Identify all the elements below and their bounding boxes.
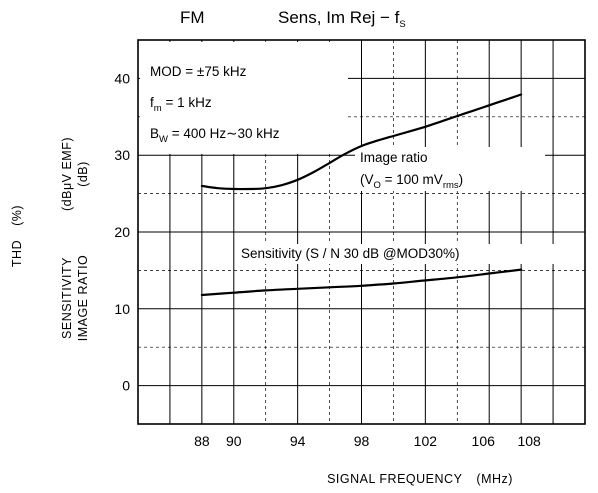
series-line-image-ratio <box>200 93 523 191</box>
condition-fm: fm = 1 kHz <box>150 95 212 114</box>
y-axis-title-image-ratio: IMAGE RATIO <box>76 255 90 342</box>
condition-bw: BW = 400 Hz∼30 kHz <box>150 126 280 145</box>
x-tick-label: 98 <box>354 433 370 449</box>
x-tick-label: 102 <box>414 433 438 449</box>
x-axis-title: SIGNAL FREQUENCY (MHz) <box>327 472 513 486</box>
conditions-box <box>140 42 348 154</box>
series-line-sensitivity <box>200 268 523 297</box>
y-tick-label: 10 <box>114 301 130 317</box>
sensitivity-label-bg <box>238 244 562 264</box>
y-tick-label: 20 <box>114 224 130 240</box>
y-tick-label: 30 <box>114 147 130 163</box>
y-tick-label: 40 <box>114 70 130 86</box>
image-ratio-label-bg <box>355 147 545 191</box>
x-tick-label: 88 <box>194 433 210 449</box>
chart-title: Sens, Im Rej − fS <box>278 8 406 30</box>
y-axis-titles: THD(%) SENSITIVITY IMAGE RATIO (dBμV EMF… <box>10 137 90 341</box>
x-tick-label: 90 <box>226 433 242 449</box>
x-tick-label: 94 <box>290 433 306 449</box>
image-ratio-label: Image ratio <box>360 150 428 165</box>
x-tick-label: 106 <box>472 433 496 449</box>
sensitivity-label: Sensitivity (S / N 30 dB @MOD30%) <box>241 246 460 261</box>
chart-title-mode: FM <box>180 8 205 27</box>
plot-frame <box>137 39 586 425</box>
image-ratio-condition: (VO = 100 mVrms) <box>360 172 463 191</box>
condition-mod: MOD = ±75 kHz <box>150 64 247 79</box>
x-tick-label: 108 <box>517 433 541 449</box>
y-tick-label: 0 <box>122 378 130 394</box>
y-axis-unit-image-ratio: (dB) <box>76 161 90 187</box>
x-axis-ticks: 88 90 94 98 102 106 108 <box>194 433 541 449</box>
y-axis-title-thd: THD(%) <box>10 205 24 267</box>
y-axis-unit-sensitivity: (dBμV EMF) <box>60 137 74 211</box>
y-axis-ticks: 0 10 20 30 40 <box>114 70 130 393</box>
y-axis-title-sensitivity: SENSITIVITY <box>60 257 74 339</box>
